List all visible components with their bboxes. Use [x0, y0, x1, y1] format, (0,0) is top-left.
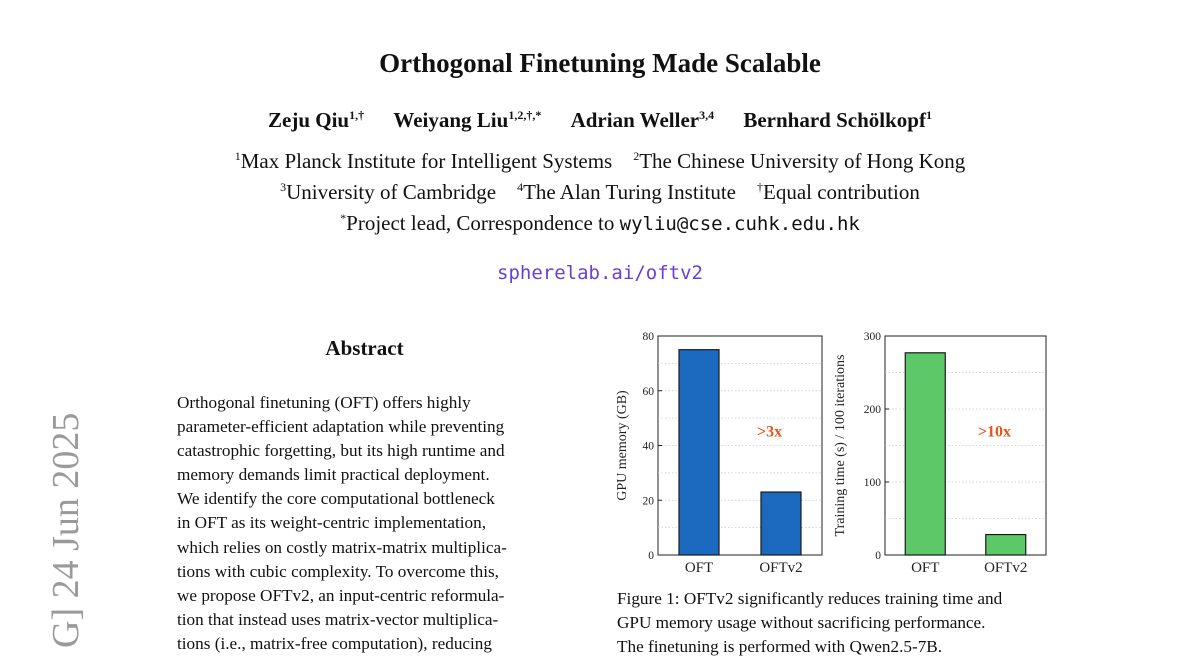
- x-tick-label: OFTv2: [984, 560, 1027, 576]
- affiliation-turing: The Alan Turing Institute: [523, 180, 736, 204]
- abstract-line: We identify the core computational bottl…: [177, 489, 495, 509]
- abstract-line: tions with cubic complexity. To overcome…: [177, 561, 499, 581]
- figure-caption: Figure 1: OFTv2 significantly reduces tr…: [617, 587, 1062, 659]
- y-tick-label: 60: [643, 386, 655, 398]
- abstract-line: we propose OFTv2, an input-centric refor…: [177, 585, 505, 605]
- author-sup: 1,2,†,*: [508, 108, 542, 122]
- affiliation-sup: †: [757, 180, 763, 194]
- author-name: Bernhard Schölkopf: [743, 108, 926, 132]
- author-1: Zeju Qiu1,†: [268, 108, 364, 132]
- abstract-body: Orthogonal finetuning (OFT) offers highl…: [177, 391, 552, 656]
- abstract-line: which relies on costly matrix-matrix mul…: [177, 537, 507, 557]
- bar: [985, 533, 1027, 556]
- author-list: Zeju Qiu1,† Weiyang Liu1,2,†,* Adrian We…: [0, 108, 1200, 133]
- correspondence-note: Project lead, Correspondence to: [346, 211, 620, 235]
- abstract-line: in OFT as its weight-centric implementat…: [177, 513, 486, 533]
- affiliation-sup: 2: [633, 149, 640, 163]
- y-tick-label: 0: [875, 550, 881, 562]
- affiliation-mpi: Max Planck Institute for Intelligent Sys…: [240, 149, 613, 173]
- figure-1: 0 20 40 60 80 GPU memory (GB) OFT OFTv2 >3x 0 100…: [615, 331, 1047, 576]
- author-3: Adrian Weller3,4: [571, 108, 715, 132]
- author-2: Weiyang Liu1,2,†,*: [393, 108, 541, 132]
- abstract-line: tion that instead uses matrix-vector mul…: [177, 609, 499, 629]
- abstract-line: Orthogonal finetuning (OFT) offers highl…: [177, 393, 471, 412]
- abstract-line: tions (i.e., matrix-free computation), r…: [177, 633, 492, 653]
- y-tick-label: 300: [864, 331, 882, 343]
- caption-line: Figure 1: OFTv2 significantly reduces tr…: [617, 589, 1003, 608]
- speedup-annotation: >10x: [978, 424, 1011, 441]
- affiliation-line-3: *Project lead, Correspondence to wyliu@c…: [0, 211, 1200, 236]
- affiliation-sup: 3: [280, 180, 287, 194]
- affiliation-sup: 4: [517, 180, 524, 194]
- equal-contribution-note: Equal contribution: [763, 180, 920, 204]
- training-time-chart: 0 100 200 300 Training time (s) / 100 iterat…: [833, 331, 1047, 576]
- affiliation-line-2: 3University of Cambridge 4The Alan Turin…: [0, 180, 1200, 205]
- arxiv-stamp: G] 24 Jun 2025: [45, 413, 87, 648]
- author-name: Zeju Qiu: [268, 108, 350, 132]
- arxiv-stamp-text: G] 24 Jun 2025: [45, 413, 87, 648]
- y-tick-label: 20: [643, 495, 655, 507]
- bar: [904, 352, 946, 556]
- affiliation-sup: 1: [234, 149, 241, 163]
- affiliation-cambridge: University of Cambridge: [286, 180, 497, 204]
- affiliation-line-1: 1Max Planck Institute for Intelligent Sy…: [0, 149, 1200, 174]
- y-axis-label: GPU memory (GB): [615, 390, 630, 501]
- y-tick-label: 200: [864, 404, 882, 416]
- x-tick-label: OFT: [685, 560, 713, 576]
- y-tick-label: 80: [643, 331, 655, 343]
- caption-line: The finetuning is performed with Qwen2.5…: [617, 637, 943, 656]
- author-sup: 1,†: [349, 108, 365, 122]
- y-tick-label: 0: [648, 550, 654, 562]
- affiliation-cuhk: The Chinese University of Hong Kong: [639, 149, 966, 173]
- abstract-heading: Abstract: [325, 336, 404, 360]
- project-url-link[interactable]: spherelab.ai/oftv2: [497, 262, 703, 284]
- caption-line: GPU memory usage without sacrificing per…: [617, 613, 986, 632]
- speedup-annotation: >3x: [757, 424, 782, 441]
- author-name: Weiyang Liu: [393, 108, 509, 132]
- author-name: Adrian Weller: [570, 108, 700, 132]
- y-axis-label: Training time (s) / 100 iterations: [833, 355, 848, 537]
- author-4: Bernhard Schölkopf1: [743, 108, 932, 132]
- author-sup: 3,4: [699, 108, 715, 122]
- x-tick-label: OFT: [911, 560, 939, 576]
- bar: [760, 491, 802, 556]
- correspondence-email[interactable]: wyliu@cse.cuhk.edu.hk: [619, 213, 860, 235]
- paper-title: Orthogonal Finetuning Made Scalable: [379, 48, 821, 78]
- abstract-line: parameter-efficient adaptation while pre…: [177, 417, 505, 437]
- y-tick-label: 100: [864, 477, 882, 489]
- bar: [678, 349, 720, 556]
- affiliation-sup: *: [340, 211, 347, 225]
- abstract-line: catastrophic forgetting, but its high ru…: [177, 441, 505, 461]
- abstract-line: memory demands limit practical deploymen…: [177, 465, 490, 485]
- author-sup: 1: [925, 108, 932, 122]
- x-tick-label: OFTv2: [759, 560, 802, 576]
- y-tick-label: 40: [643, 441, 655, 453]
- gpu-memory-chart: 0 20 40 60 80 GPU memory (GB) OFT OFTv2 >3x: [615, 331, 823, 576]
